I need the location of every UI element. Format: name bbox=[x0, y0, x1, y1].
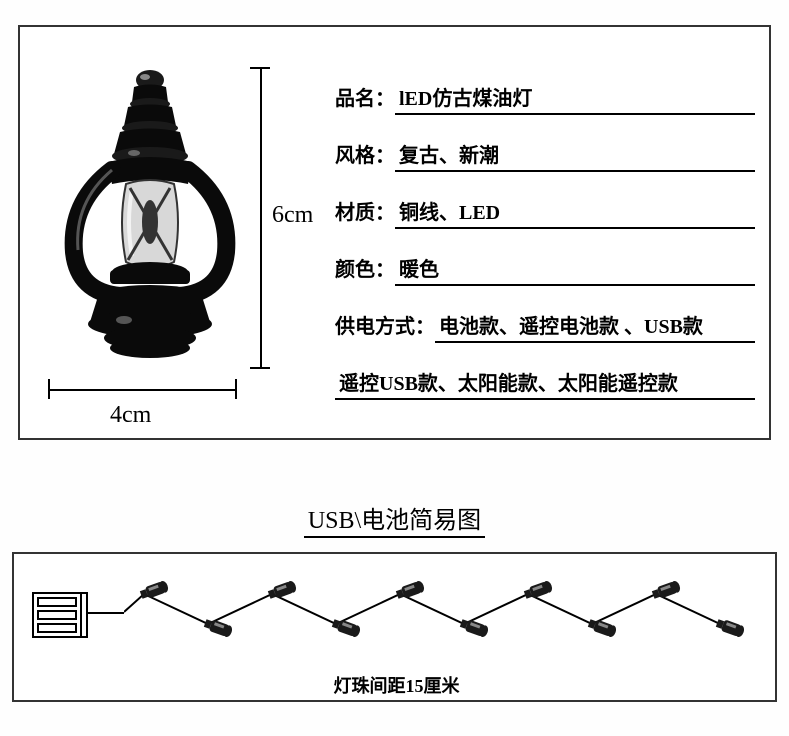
wire bbox=[88, 612, 124, 614]
spacing-caption: 灯珠间距15厘米 bbox=[14, 672, 779, 698]
string-lights-icon bbox=[124, 576, 764, 646]
spec-value: 遥控USB款、太阳能款、太阳能遥控款 bbox=[335, 367, 755, 400]
spec-panel: 6cm 4cm 品名： lED仿古煤油灯 风格： 复古、新潮 材质： 铜线、LE… bbox=[18, 25, 771, 440]
spec-row: 遥控USB款、太阳能款、太阳能遥控款 bbox=[335, 367, 755, 400]
spec-value: 电池款、遥控电池款 、USB款 bbox=[435, 310, 755, 343]
spec-label: 供电方式： bbox=[335, 310, 435, 339]
spec-value: lED仿古煤油灯 bbox=[395, 82, 755, 115]
spec-label: 颜色： bbox=[335, 253, 395, 282]
dim-width-line bbox=[50, 389, 235, 391]
spec-label: 品名： bbox=[335, 82, 395, 111]
height-label: 6cm bbox=[272, 202, 313, 229]
spec-row: 材质： 铜线、LED bbox=[335, 196, 755, 229]
spec-row: 风格： 复古、新潮 bbox=[335, 139, 755, 172]
spec-label: 风格： bbox=[335, 139, 395, 168]
spec-row: 颜色： 暖色 bbox=[335, 253, 755, 286]
battery-box-icon bbox=[32, 592, 88, 638]
spec-label: 材质： bbox=[335, 196, 395, 225]
spec-value: 铜线、LED bbox=[395, 196, 755, 229]
dim-height-line bbox=[260, 69, 262, 369]
section-title-text: USB\电池简易图 bbox=[304, 508, 485, 538]
section-title: USB\电池简易图 bbox=[0, 500, 789, 535]
width-label: 4cm bbox=[110, 402, 151, 429]
dim-cap bbox=[250, 367, 270, 369]
lantern-icon bbox=[60, 62, 240, 362]
lantern-figure bbox=[50, 62, 280, 412]
diagram-panel: 灯珠间距15厘米 bbox=[12, 552, 777, 702]
spec-value: 暖色 bbox=[395, 253, 755, 286]
dim-cap bbox=[235, 379, 237, 399]
spec-row: 供电方式： 电池款、遥控电池款 、USB款 bbox=[335, 310, 755, 343]
spec-row: 品名： lED仿古煤油灯 bbox=[335, 82, 755, 115]
spec-value: 复古、新潮 bbox=[395, 139, 755, 172]
spec-list: 品名： lED仿古煤油灯 风格： 复古、新潮 材质： 铜线、LED 颜色： 暖色… bbox=[335, 82, 755, 424]
